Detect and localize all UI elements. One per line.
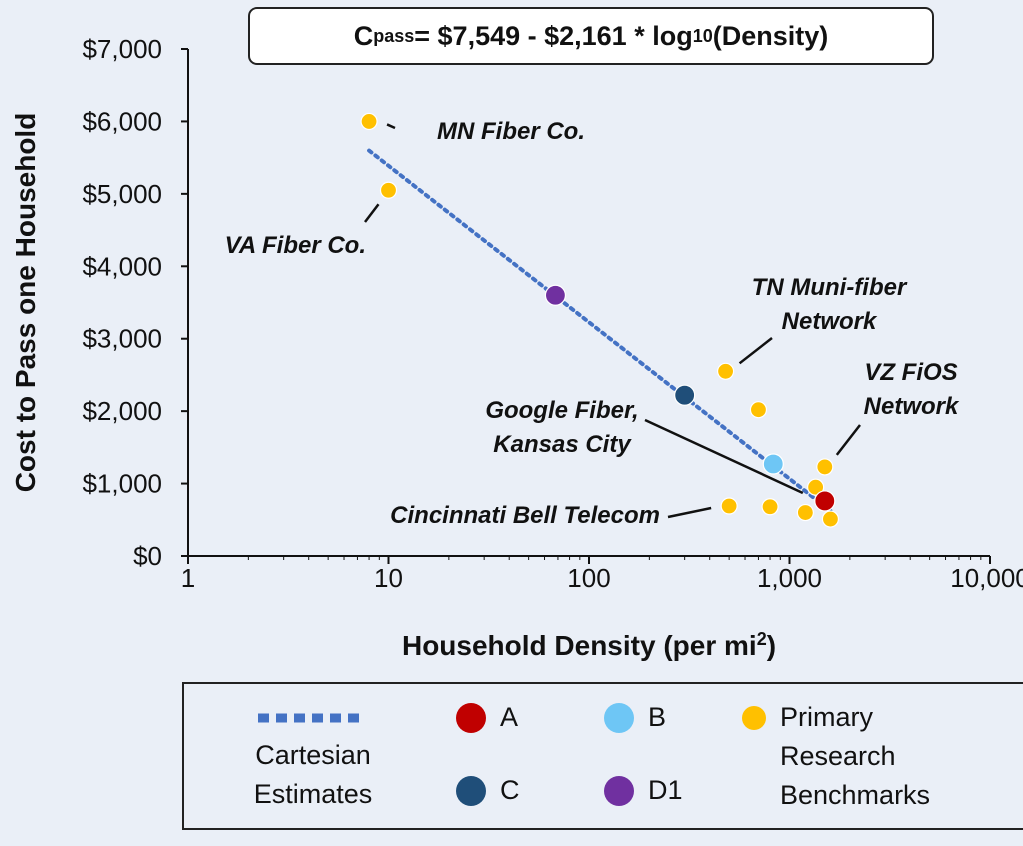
y-tick-label: $1,000 <box>82 469 162 499</box>
legend-benchmark-line1: Primary <box>780 702 873 732</box>
point-primary-research-benchmarks <box>816 458 834 476</box>
point-c <box>674 384 696 406</box>
scatter-chart: $0 $1,000 $2,000 $3,000 $4,000 $5,000 $6,000 $7… <box>10 34 1023 661</box>
point-primary-research-benchmarks <box>720 497 738 515</box>
legend-benchmark-label: Primary Research Benchmarks <box>780 698 930 815</box>
y-axis-title: Cost to Pass one Household <box>10 113 41 493</box>
annotation-leader-line <box>667 506 712 519</box>
y-tick-label: $5,000 <box>82 179 162 209</box>
annotation-leader-line <box>835 424 861 456</box>
annotation-leader-line <box>386 123 396 130</box>
legend: Cartesian Estimates A B C D1 Primary Res… <box>182 682 1023 830</box>
legend-dot-b <box>604 702 634 733</box>
equation-suffix: (Density) <box>712 20 829 51</box>
legend-label-c: C <box>500 775 520 805</box>
legend-trend-label: Cartesian Estimates <box>246 736 380 814</box>
y-tick-label: $2,000 <box>82 396 162 426</box>
point-primary-research-benchmarks <box>360 112 378 131</box>
legend-trend-line2: Estimates <box>253 779 373 809</box>
point-a <box>814 490 836 512</box>
equation-middle: = $7,549 - $2,161 * log <box>414 20 693 51</box>
point-primary-research-benchmarks <box>796 503 814 522</box>
point-primary-research-benchmarks <box>761 498 779 516</box>
x-tick-label: 10 <box>374 563 403 593</box>
legend-label-d1: D1 <box>648 775 683 805</box>
annotation-label: Google Fiber, <box>485 397 638 424</box>
legend-item-c: C <box>456 775 520 806</box>
equation-subscript: pass <box>373 25 415 46</box>
annotation-label: VA Fiber Co. <box>225 232 366 259</box>
annotation-label: Cincinnati Bell Telecom <box>390 502 660 529</box>
legend-label-a: A <box>500 702 519 732</box>
legend-trend-line1: Cartesian <box>255 740 371 770</box>
point-primary-research-benchmarks <box>379 181 398 199</box>
point-primary-research-benchmarks <box>821 510 840 528</box>
trendline <box>367 148 833 513</box>
point-primary-research-benchmarks <box>749 401 768 419</box>
y-tick-label: $0 <box>133 541 162 571</box>
annotation-leader-line <box>738 337 773 365</box>
x-tick-label: 1,000 <box>757 563 822 593</box>
x-tick-label: 1 <box>181 563 195 593</box>
annotation-label: VZ FiOS <box>864 359 957 386</box>
legend-item-b: B <box>604 702 666 733</box>
point-b <box>762 453 784 475</box>
y-tick-label: $6,000 <box>82 106 162 136</box>
annotation-label: Network <box>864 393 960 420</box>
point-primary-research-benchmarks <box>716 362 735 380</box>
legend-benchmark-line3: Benchmarks <box>780 780 931 810</box>
legend-label-b: B <box>648 702 667 732</box>
annotation-label: Network <box>782 308 878 335</box>
annotation-label: MN Fiber Co. <box>437 118 585 145</box>
legend-dot-c <box>456 775 486 806</box>
annotation-label: Kansas City <box>493 431 632 458</box>
point-primary-research-benchmarks <box>807 478 825 496</box>
annotation-leader-line <box>364 203 380 223</box>
equation-log-base: 10 <box>692 25 713 46</box>
legend-dot-d1 <box>604 775 634 806</box>
x-tick-label: 10,000 <box>950 563 1023 593</box>
legend-item-d1: D1 <box>604 775 683 806</box>
annotation-label: TN Muni-fiber <box>752 274 908 301</box>
legend-dot-a <box>456 702 486 733</box>
legend-benchmark-line2: Research <box>780 741 896 771</box>
legend-dot-benchmark <box>742 706 766 730</box>
equation-prefix: C <box>353 20 374 51</box>
legend-trend-swatch <box>258 713 366 723</box>
y-tick-label: $4,000 <box>82 251 162 281</box>
x-axis-title: Household Density (per mi2) <box>402 629 776 661</box>
x-tick-label: 100 <box>567 563 610 593</box>
annotation-leader-line <box>644 418 804 495</box>
y-tick-label: $7,000 <box>82 34 162 64</box>
legend-item-a: A <box>456 702 518 733</box>
point-d1 <box>544 284 567 306</box>
y-tick-label: $3,000 <box>82 324 162 354</box>
